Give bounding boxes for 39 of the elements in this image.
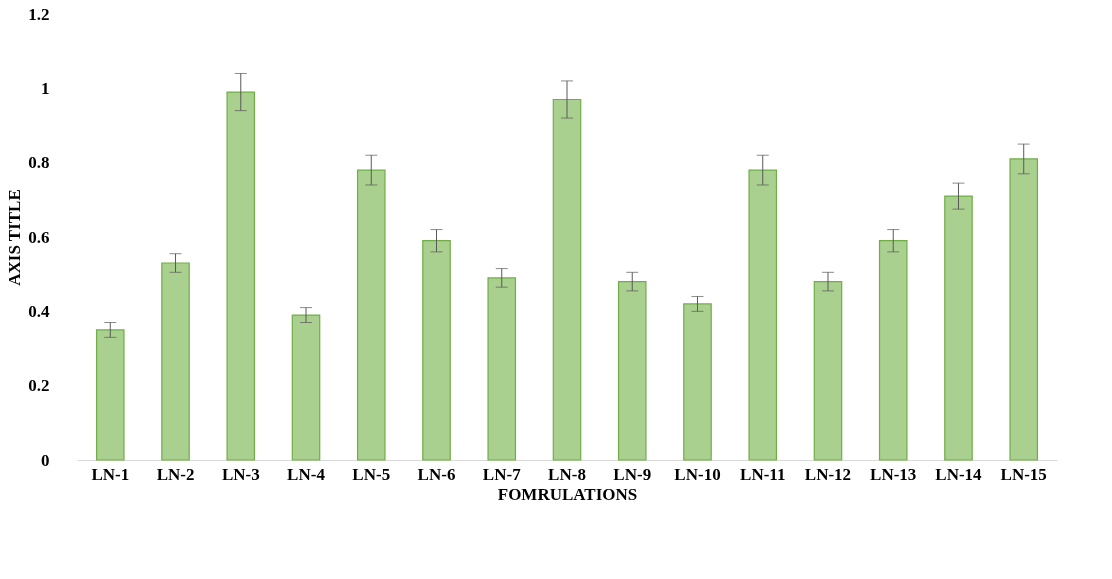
x-tick-label: LN-9 xyxy=(613,464,652,484)
bar xyxy=(161,262,190,461)
x-tick-label: LN-3 xyxy=(221,464,260,484)
x-tick-label: LN-2 xyxy=(156,464,195,484)
bar xyxy=(878,240,908,461)
x-tick-label: LN-15 xyxy=(1000,464,1047,484)
x-tick-label: LN-1 xyxy=(91,464,130,484)
bar xyxy=(291,314,321,461)
x-tick-label: LN-13 xyxy=(870,464,917,484)
x-tick-label: LN-6 xyxy=(417,464,456,484)
bar xyxy=(617,281,647,461)
bar xyxy=(226,91,256,461)
bar xyxy=(944,195,973,461)
bar xyxy=(422,240,451,461)
y-tick-label: 0.6 xyxy=(28,227,50,247)
x-tick-label: LN-4 xyxy=(287,464,326,484)
bar xyxy=(683,303,712,461)
y-tick-label: 0.8 xyxy=(28,153,50,173)
bar xyxy=(813,281,843,461)
bar xyxy=(95,329,125,461)
y-tick-label: 0 xyxy=(41,450,50,470)
y-tick-label: 1 xyxy=(41,78,50,98)
bar xyxy=(356,169,386,461)
bar xyxy=(748,169,778,461)
y-tick-label: 1.2 xyxy=(28,4,50,24)
x-tick-label: LN-14 xyxy=(935,464,983,484)
x-tick-label: LN-11 xyxy=(740,464,786,484)
y-axis-title: AXIS TITLE xyxy=(5,189,25,286)
x-axis-title: FOMRULATIONS xyxy=(497,484,638,504)
bar xyxy=(552,98,582,461)
y-tick-label: 0.4 xyxy=(28,301,50,321)
x-tick-label: LN-5 xyxy=(352,464,391,484)
bar xyxy=(1009,158,1039,461)
x-tick-label: LN-10 xyxy=(674,464,721,484)
x-tick-label: LN-12 xyxy=(804,464,852,484)
y-tick-label: 0.2 xyxy=(28,376,50,396)
x-tick-label: LN-7 xyxy=(482,464,522,484)
bar xyxy=(487,277,517,461)
x-tick-label: LN-8 xyxy=(548,464,586,484)
